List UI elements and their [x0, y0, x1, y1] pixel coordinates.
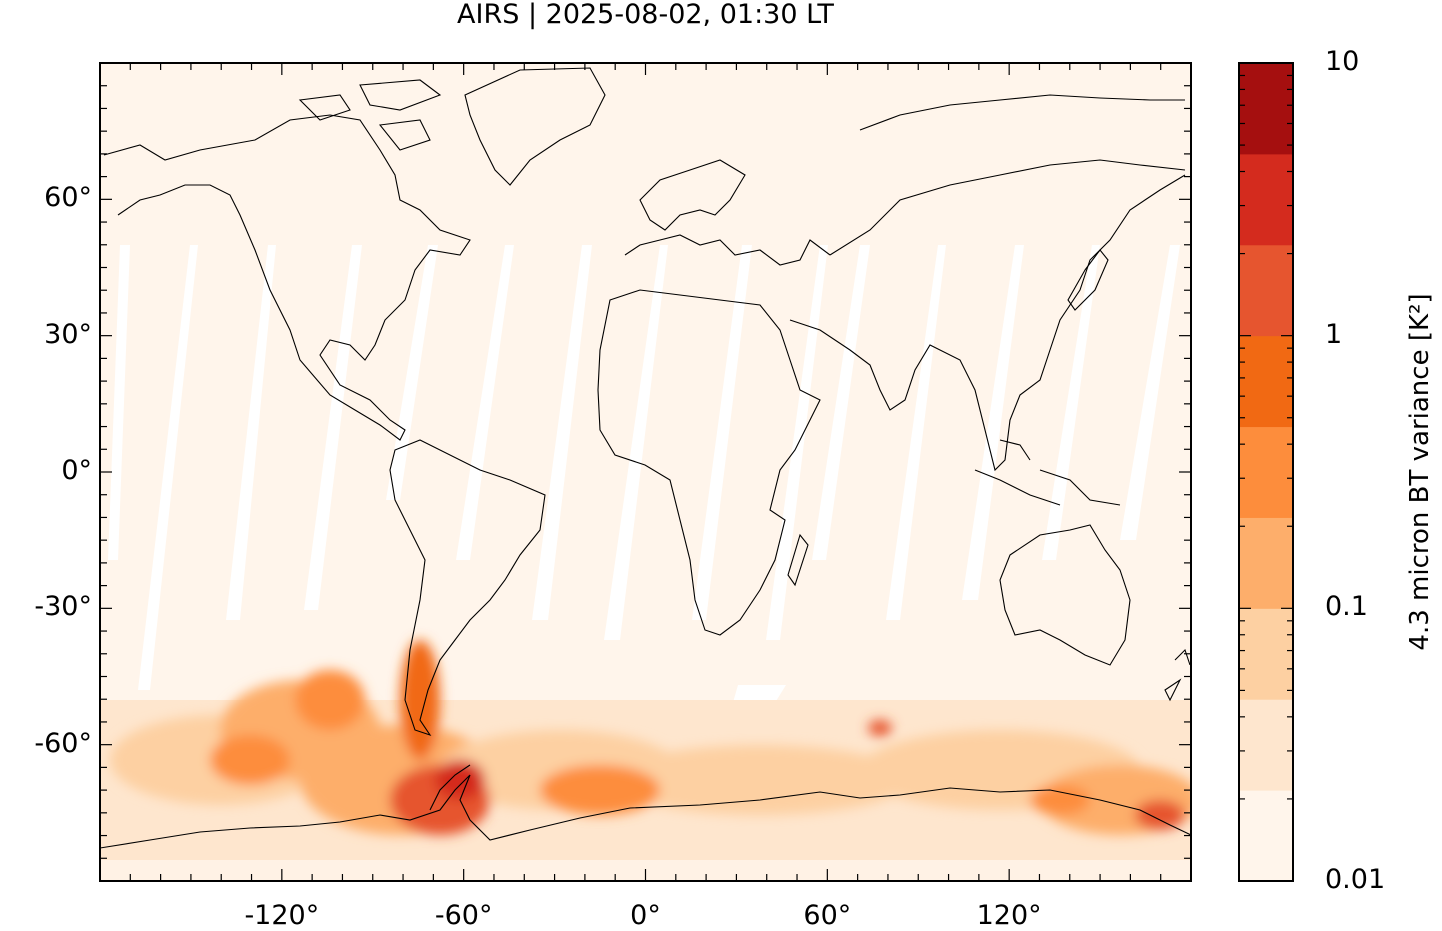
colorbar-segment: [1239, 699, 1293, 791]
colorbar-tick-label: 1: [1325, 318, 1343, 350]
colorbar-segment: [1239, 426, 1293, 518]
colorbar-ticks: [1239, 62, 1293, 882]
lat-tick-label: -60°: [34, 727, 92, 759]
colorbar: [1239, 63, 1293, 882]
lon-tick-label: 60°: [803, 900, 852, 931]
axis-ticks: [100, 63, 1191, 881]
map-title: AIRS | 2025-08-02, 01:30 LT: [457, 0, 834, 30]
lat-tick-label: -30°: [34, 591, 92, 623]
colorbar-tick-label: 0.1: [1325, 591, 1368, 623]
lon-tick-label: -60°: [434, 900, 493, 931]
lat-tick-label: 0°: [61, 455, 92, 486]
colorbar-segment: [1239, 608, 1293, 700]
colorbar-segment: [1239, 244, 1293, 337]
colorbar-segment: [1239, 153, 1293, 246]
coastlines: [100, 67, 1191, 849]
lat-tick-label: 60°: [44, 182, 92, 214]
colorbar-segment: [1239, 335, 1293, 428]
swath-gaps: [108, 245, 1180, 775]
colorbar-segment: [1239, 790, 1293, 882]
lat-tick-label: 30°: [44, 318, 92, 350]
colorbar-segment: [1239, 517, 1293, 609]
lon-tick-label: 0°: [630, 900, 661, 931]
lon-tick-label: -120°: [244, 900, 320, 931]
colorbar-tick-label: 10: [1325, 46, 1360, 77]
colorbar-frame: [1238, 62, 1294, 882]
variance-field: [100, 640, 1191, 881]
colorbar-tick-label: 0.01: [1325, 864, 1386, 895]
colorbar-title: 4.3 micron BT variance [K²]: [1405, 293, 1435, 651]
colorbar-segment: [1239, 63, 1293, 155]
lon-tick-label: 120°: [976, 900, 1042, 931]
